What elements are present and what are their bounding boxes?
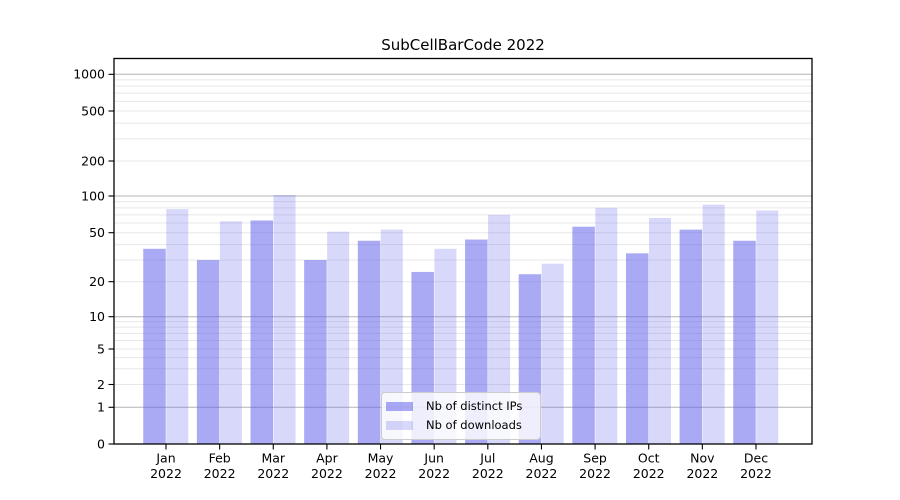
y-tick-label-1000: 1000 (73, 67, 105, 82)
chart-title: SubCellBarCode 2022 (381, 36, 545, 54)
x-tick-label-may-2022: May 2022 (365, 451, 397, 482)
x-tick-label-feb-2022: Feb 2022 (204, 451, 236, 482)
y-tick-label-100: 100 (81, 188, 105, 203)
y-tick-label-2: 2 (97, 377, 105, 392)
y-tick-label-0: 0 (97, 436, 105, 451)
bar-nb-of-downloads-feb-2022 (219, 221, 242, 444)
bar-nb-of-distinct-ips-nov-2022 (679, 229, 703, 444)
legend-swatch-distinct-ips (386, 402, 413, 411)
x-tick-label-jun-2022: Jun 2022 (418, 451, 450, 482)
x-tick-label-nov-2022: Nov 2022 (686, 451, 718, 482)
y-tick-label-1: 1 (97, 400, 105, 415)
x-tick-label-jul-2022: Jul 2022 (472, 451, 504, 482)
y-tick-label-10: 10 (89, 309, 105, 324)
bar-nb-of-downloads-oct-2022 (648, 218, 671, 444)
bar-nb-of-downloads-aug-2022 (541, 263, 564, 444)
bar-nb-of-downloads-sep-2022 (595, 207, 618, 444)
bar-nb-of-distinct-ips-mar-2022 (250, 220, 274, 444)
bar-nb-of-downloads-nov-2022 (702, 204, 725, 444)
legend-label-distinct-ips: Nb of distinct IPs (426, 399, 523, 413)
y-tick-label-5: 5 (97, 341, 105, 356)
legend-swatch-downloads (386, 421, 413, 430)
bar-nb-of-distinct-ips-feb-2022 (196, 260, 220, 444)
bar-nb-of-distinct-ips-sep-2022 (572, 226, 595, 444)
legend-item-distinct-ips: Nb of distinct IPs (386, 399, 532, 414)
x-tick-label-jan-2022: Jan 2022 (150, 451, 182, 482)
y-tick-label-500: 500 (81, 103, 105, 118)
legend-label-downloads: Nb of downloads (426, 418, 522, 432)
bar-nb-of-distinct-ips-dec-2022 (733, 240, 756, 444)
x-tick-label-oct-2022: Oct 2022 (633, 451, 665, 482)
y-tick-label-50: 50 (89, 225, 105, 240)
x-tick-label-mar-2022: Mar 2022 (257, 451, 289, 482)
bar-nb-of-downloads-dec-2022 (756, 210, 779, 444)
bar-nb-of-downloads-jul-2022 (488, 214, 511, 444)
bar-nb-of-downloads-apr-2022 (327, 231, 350, 444)
x-tick-label-dec-2022: Dec 2022 (740, 451, 772, 482)
legend-item-downloads: Nb of downloads (386, 418, 532, 433)
legend-box: Nb of distinct IPs Nb of downloads (381, 392, 541, 440)
bar-nb-of-downloads-mar-2022 (273, 195, 296, 444)
y-tick-label-20: 20 (89, 274, 105, 289)
y-tick-label-200: 200 (81, 153, 105, 168)
bar-nb-of-distinct-ips-may-2022 (357, 240, 381, 444)
bar-nb-of-distinct-ips-oct-2022 (625, 253, 649, 444)
bar-nb-of-distinct-ips-apr-2022 (304, 260, 327, 444)
x-tick-label-sep-2022: Sep 2022 (579, 451, 611, 482)
bar-nb-of-downloads-may-2022 (380, 229, 403, 444)
x-tick-label-apr-2022: Apr 2022 (311, 451, 343, 482)
bar-nb-of-downloads-jan-2022 (166, 209, 189, 444)
plot-border (113, 57, 813, 445)
bar-nb-of-distinct-ips-jan-2022 (143, 248, 166, 444)
x-tick-label-aug-2022: Aug 2022 (526, 451, 558, 482)
